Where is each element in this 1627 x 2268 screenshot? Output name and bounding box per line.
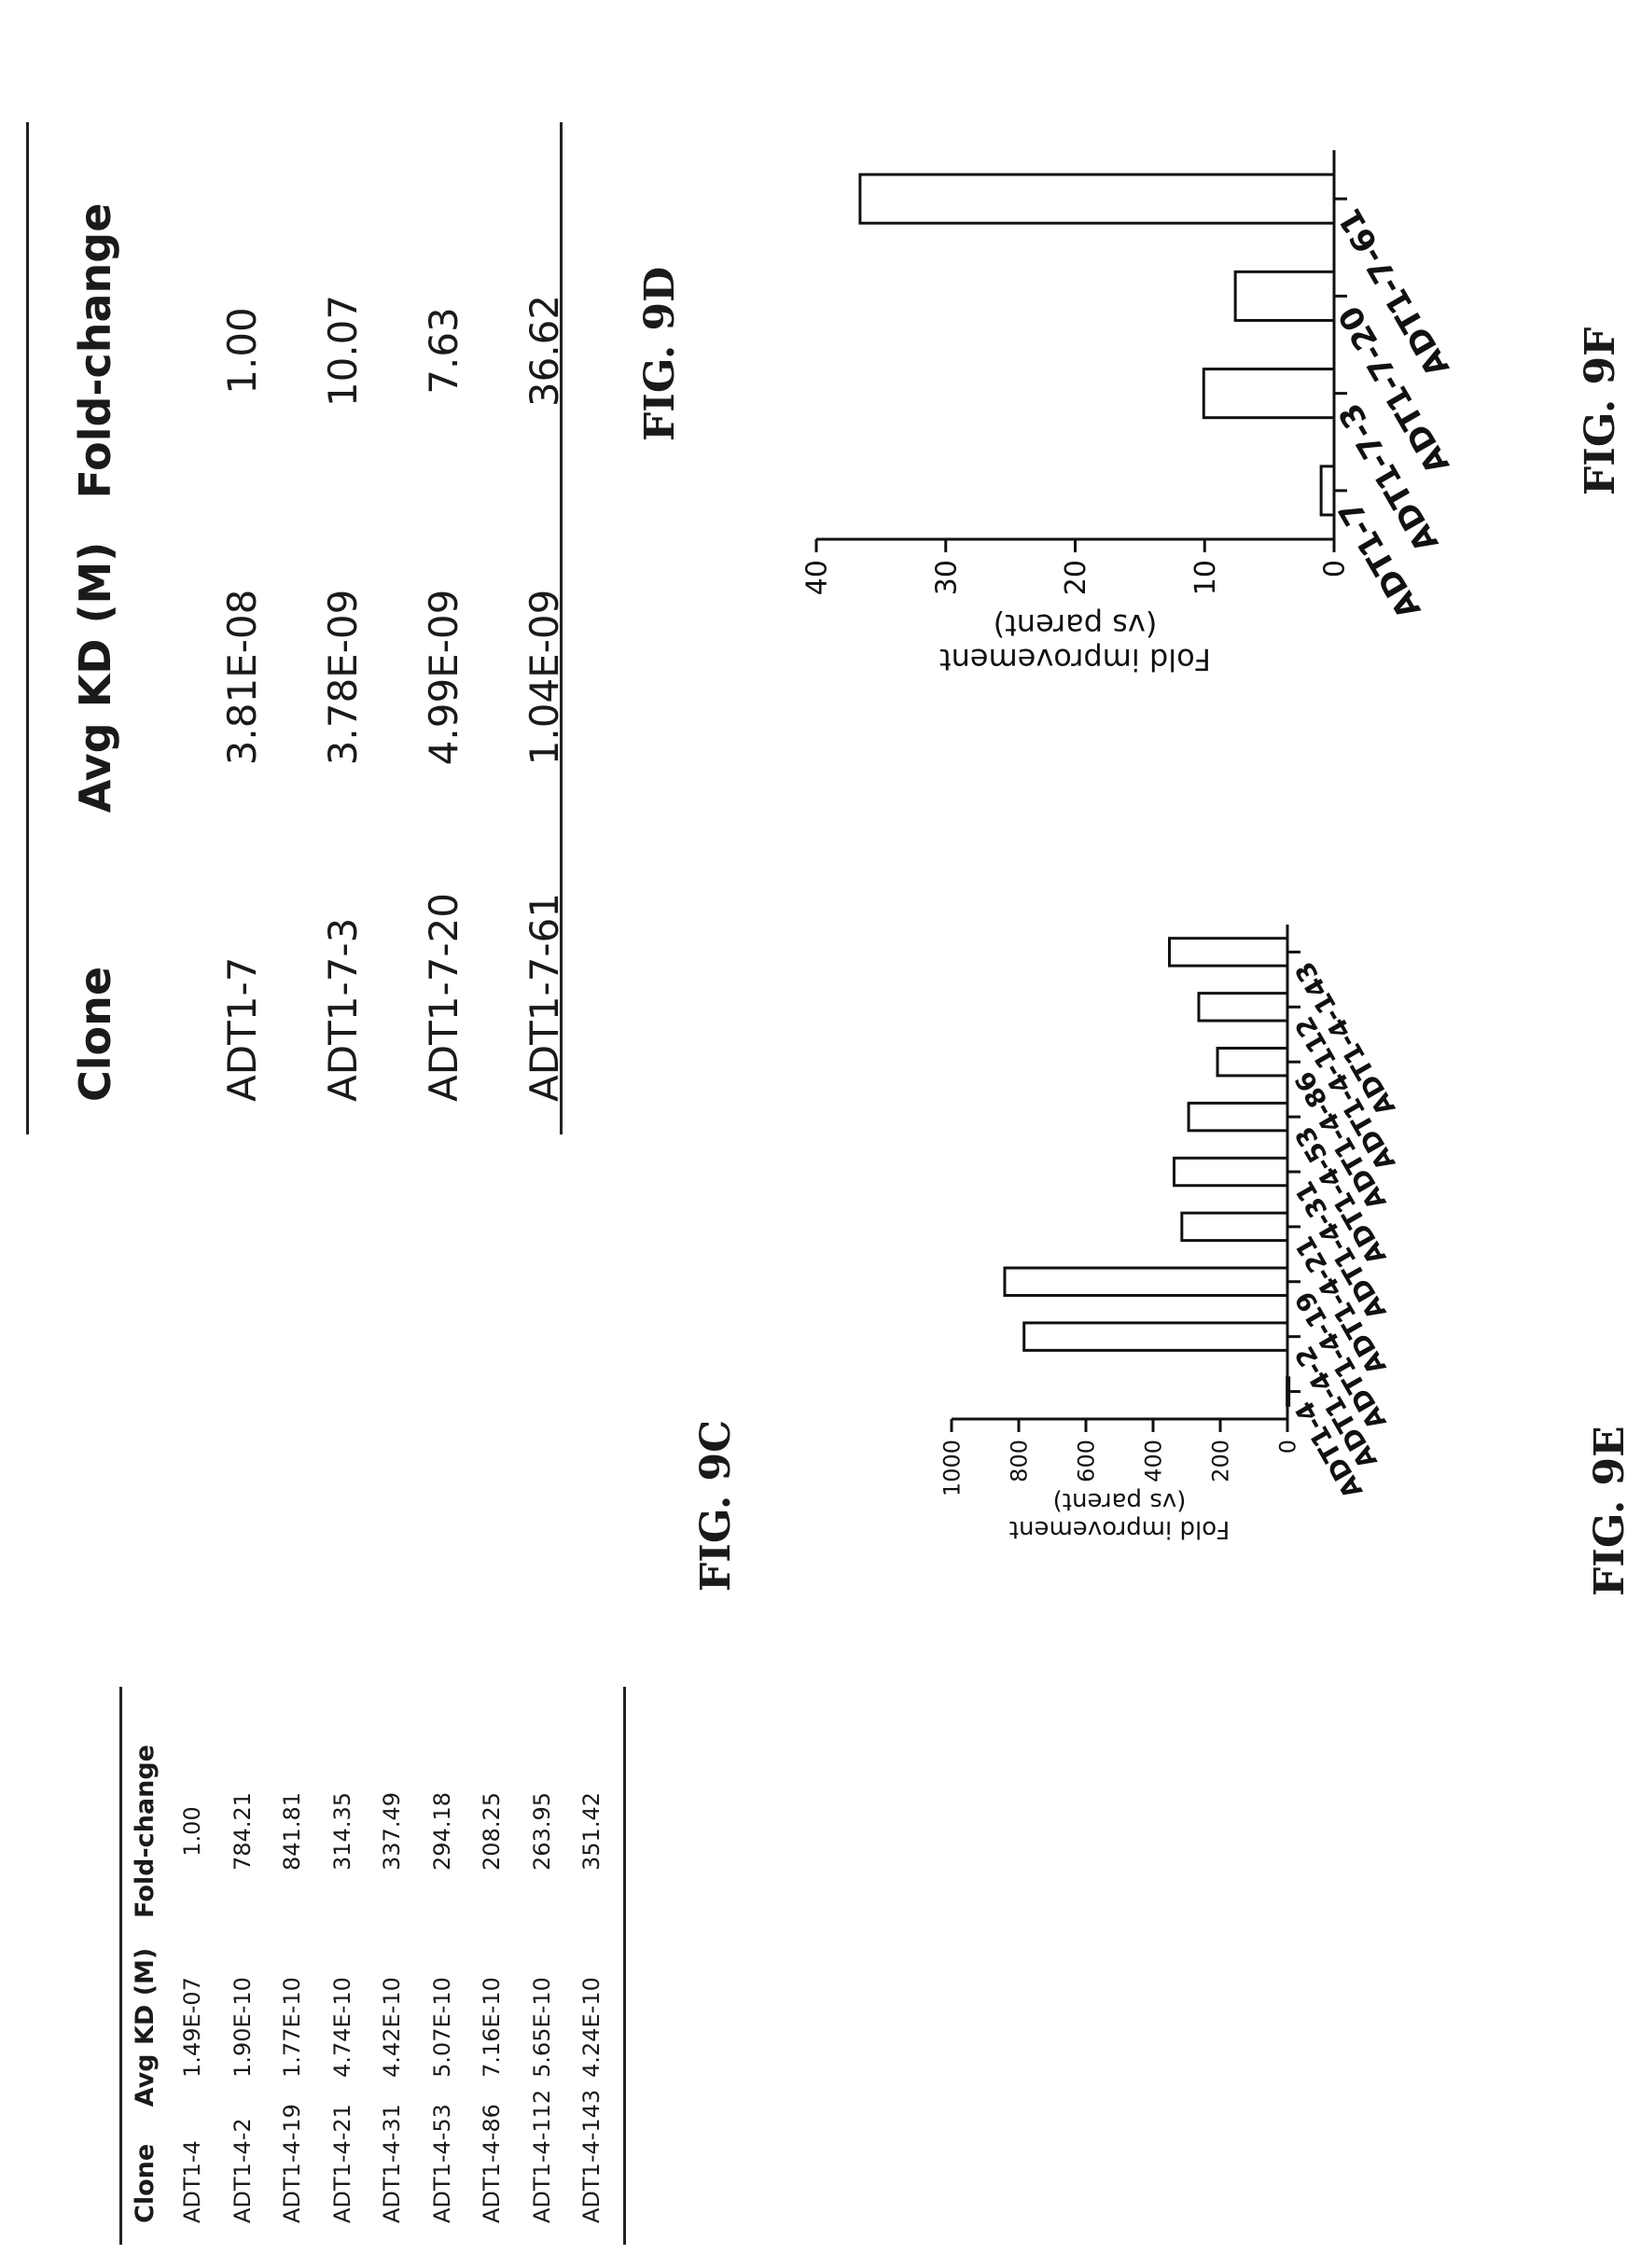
y-tick-label: 20	[1060, 560, 1092, 595]
y-tick-label: 0	[1319, 560, 1352, 577]
y-axis-label-2: (vs parent)	[1053, 1487, 1187, 1515]
bar	[858, 173, 1336, 225]
y-tick-label: 600	[1073, 1440, 1099, 1482]
y-tick-label: 1000	[939, 1440, 965, 1496]
y-axis-label: Fold improvement	[939, 642, 1211, 677]
y-tick-label: 10	[1189, 560, 1222, 595]
bar	[1233, 270, 1336, 322]
y-tick-label: 200	[1207, 1440, 1233, 1482]
y-tick-label: 40	[801, 560, 834, 595]
y-tick-label: 400	[1140, 1440, 1166, 1482]
bar	[1319, 465, 1336, 517]
y-axis-label-2: (vs parent)	[994, 607, 1158, 643]
y-tick-label: 30	[930, 560, 963, 595]
y-axis-label: Fold improvement	[1009, 1515, 1230, 1543]
caption-fig-9f: FIG. 9F	[1577, 327, 1624, 495]
bar	[1202, 368, 1336, 420]
y-tick-label: 800	[1006, 1440, 1032, 1482]
y-tick-label: 0	[1274, 1440, 1300, 1454]
